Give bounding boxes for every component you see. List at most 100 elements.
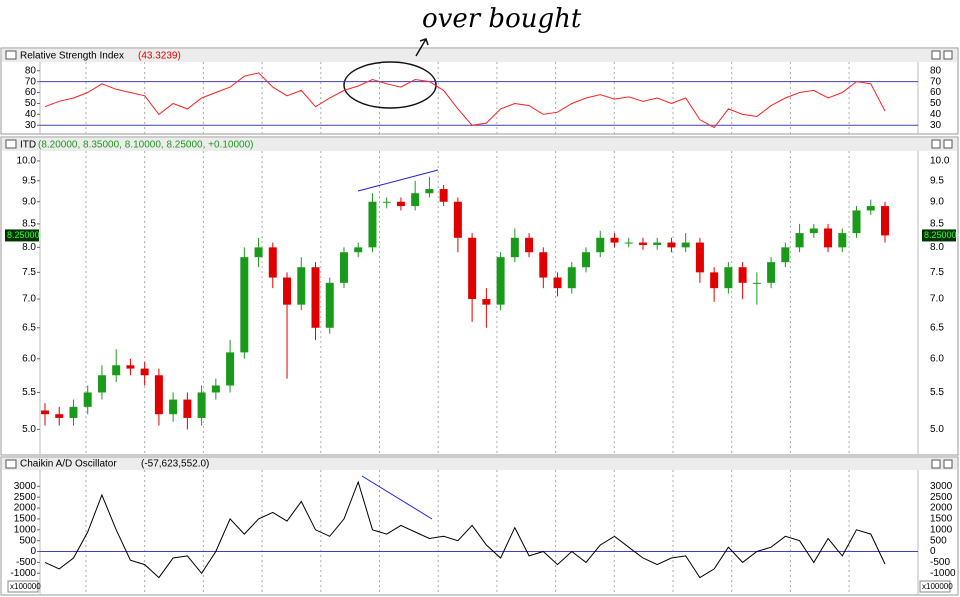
candle-body [553,277,562,289]
header-value: (-57,623,552.0) [141,459,209,470]
y-tick-label: -1000 [10,568,36,579]
y-tick-label: 8.5 [22,219,36,230]
candle-body [453,201,462,238]
y-tick-label: 1000 [14,524,37,535]
candle-body [881,206,889,236]
candle-body [582,252,591,268]
y-tick-label-right: 5.0 [930,424,944,435]
y-unit: x100000 [10,582,41,591]
y-tick-label: 2000 [14,503,37,514]
y-tick-label-right: 1500 [930,514,953,525]
y-tick-label-right: 30 [930,120,942,131]
candle-body [41,410,49,415]
candle-body [211,385,220,393]
candle-body [795,233,804,248]
y-tick-label-right: 50 [930,98,942,109]
candle-body [325,282,334,328]
y-tick-label: 6.5 [22,322,36,333]
trend-lines [357,169,439,520]
candle-body [482,299,491,305]
y-tick-label: 30 [25,120,37,131]
y-tick-label: 80 [25,65,37,76]
last-price-box [5,229,39,242]
vertical-grid [85,62,850,595]
candle-body [510,237,519,258]
candle-body [183,399,192,418]
y-tick-label-right: 1000 [930,524,953,535]
candle-body [97,375,106,393]
candle-body [283,277,292,305]
y-tick-label-right: 60 [930,87,942,98]
y-unit: x100000 [922,582,953,591]
y-tick-label-right: 8.5 [930,219,944,230]
candle-body [240,257,249,353]
candle-body [695,242,704,273]
y-tick-label-right: 2500 [930,492,953,503]
y-tick-label: 7.5 [22,267,36,278]
candle-body [425,189,434,194]
y-tick-label-right: 10.0 [930,156,950,167]
candle-body [339,252,348,283]
header-value: (43.3239) [138,51,181,62]
candle-body [653,242,662,245]
annotation: over bought [422,4,582,34]
candle-body [624,242,633,244]
candle-body [55,414,64,418]
y-tick-label: 3000 [14,481,37,492]
candle-body [69,406,78,418]
candle-body [852,210,861,234]
y-tick-label: 2500 [14,492,37,503]
candle-body [710,272,719,289]
header-bars [2,49,957,470]
panel-title: Chaikin A/D Oscillator [20,459,117,470]
candle-body [112,365,121,376]
header-value: (8.20000, 8.35000, 8.10000, 8.25000, +0.… [38,140,253,151]
candle-body [767,262,776,283]
y-tick-label-right: 7.5 [930,267,944,278]
candle-body [468,237,477,300]
y-tick-label: 0 [30,546,36,557]
series-line [44,72,886,129]
candle-body [169,399,178,415]
candle-body [638,242,647,245]
y-tick-label-right: -500 [930,557,950,568]
candle-body [382,201,391,203]
candle-body [596,237,605,253]
y-tick-label: 7.0 [22,294,36,305]
y-tick-label-right: -1000 [930,568,956,579]
candle-body [539,252,548,278]
annotation-marks [343,38,437,109]
y-tick-label-right: 8.0 [930,242,944,253]
y-tick-label: -500 [16,557,36,568]
candle-body [724,267,733,289]
y-tick-label: 40 [25,109,37,120]
y-tick-label: 9.5 [22,175,36,186]
candle-body [567,267,576,289]
candle-body [368,201,377,248]
candle-body [354,247,363,253]
y-tick-label-right: 7.0 [930,294,944,305]
y-tick-label-right: 6.0 [930,353,944,364]
candle-body [809,228,818,234]
y-tick-label-right: 500 [930,535,947,546]
y-tick-label: 9.0 [22,196,36,207]
y-tick-label: 5.0 [22,424,36,435]
y-tick-label-right: 40 [930,109,942,120]
candle-body [396,201,405,207]
candle-body [311,267,320,328]
candle-body [496,257,505,305]
candle-body [610,237,619,243]
candle-body [781,247,790,263]
candle-body [226,352,235,386]
y-tick-label-right: 9.5 [930,175,944,186]
y-tick-label: 6.0 [22,353,36,364]
candle-body [83,392,92,407]
y-tick-label: 10.0 [17,156,37,167]
candle-body [254,247,263,258]
y-tick-label: 70 [25,76,37,87]
y-tick-label-right: 70 [930,76,942,87]
y-tick-label-right: 6.5 [930,322,944,333]
y-tick-label: 500 [19,535,36,546]
